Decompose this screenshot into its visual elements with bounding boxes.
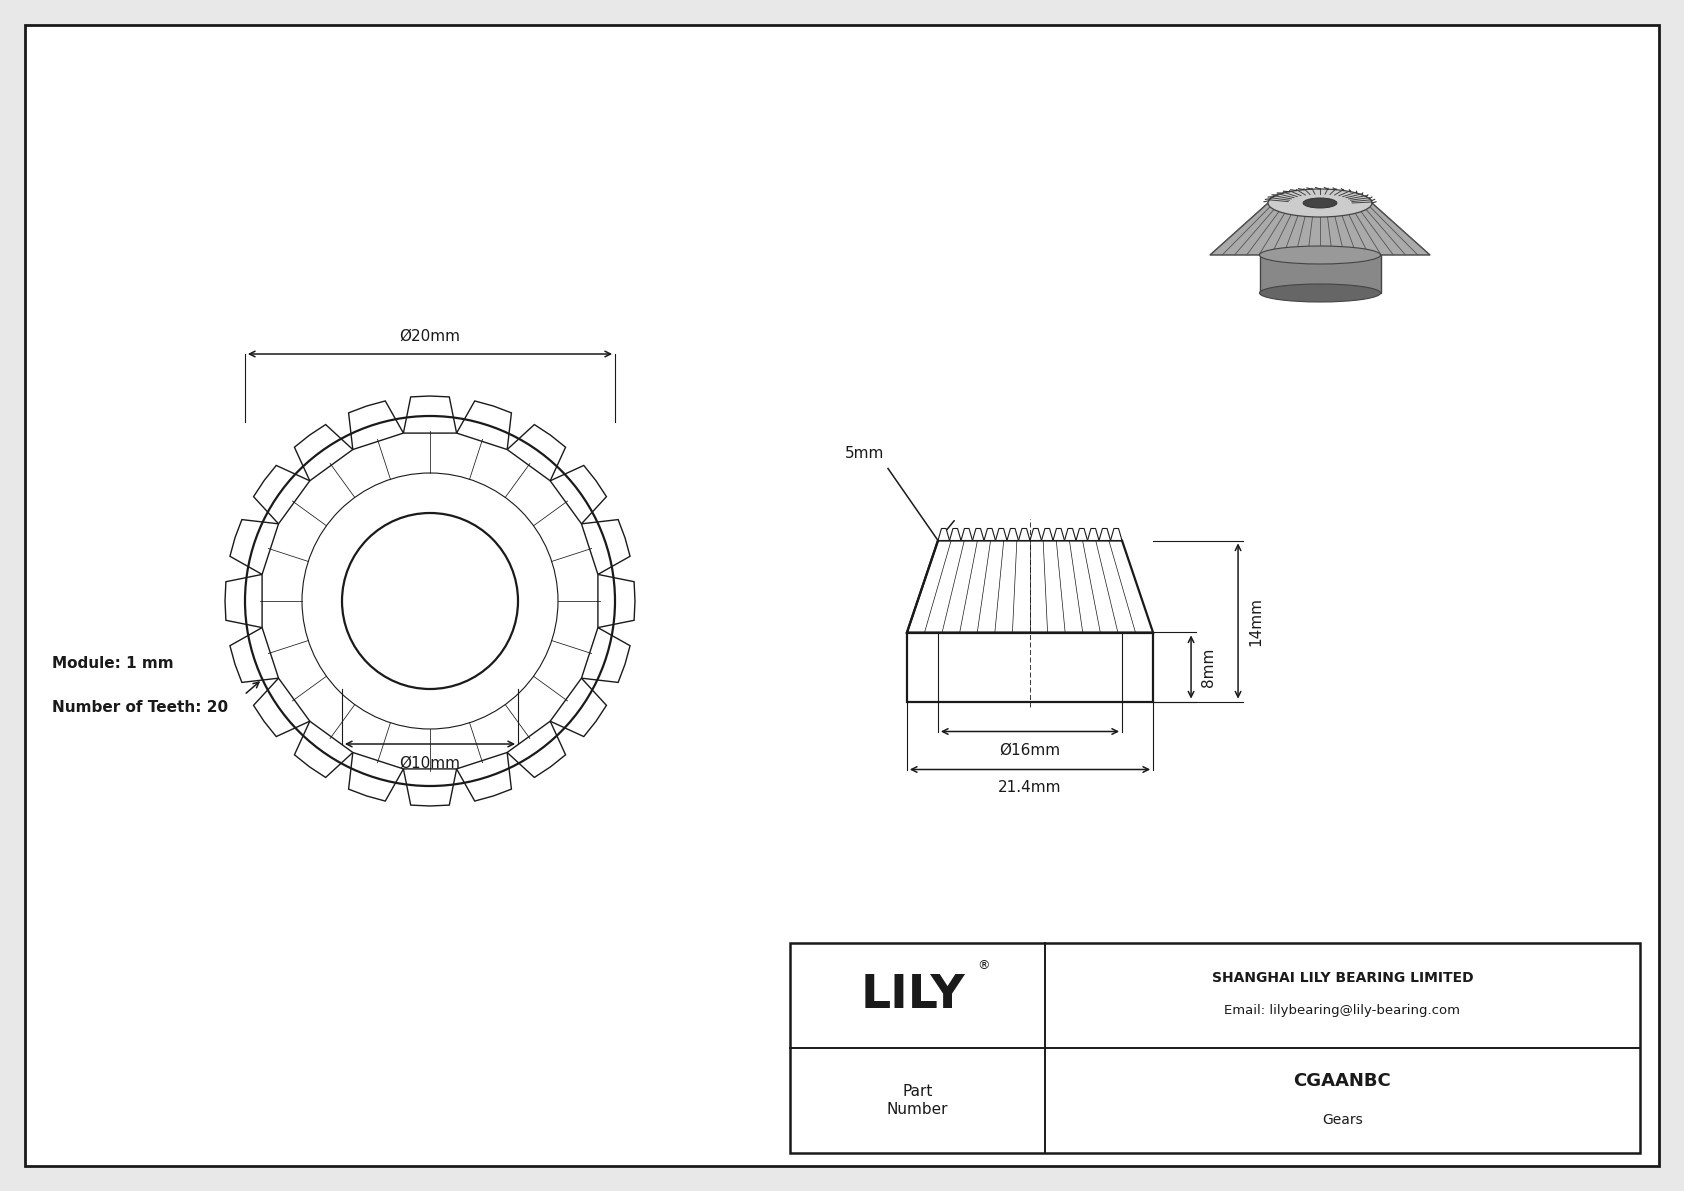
Polygon shape [972, 529, 983, 541]
Polygon shape [507, 722, 566, 778]
Polygon shape [551, 678, 606, 736]
FancyBboxPatch shape [25, 25, 1659, 1166]
Text: 8mm: 8mm [1201, 648, 1216, 687]
Circle shape [226, 395, 635, 806]
Polygon shape [231, 628, 278, 682]
Polygon shape [1019, 529, 1031, 541]
Polygon shape [1260, 255, 1381, 293]
Polygon shape [456, 753, 512, 802]
Text: Number of Teeth: 20: Number of Teeth: 20 [52, 700, 227, 715]
Ellipse shape [1260, 247, 1381, 264]
Polygon shape [295, 722, 354, 778]
Polygon shape [1076, 529, 1088, 541]
Polygon shape [983, 529, 995, 541]
Polygon shape [950, 529, 962, 541]
Polygon shape [404, 395, 456, 434]
Polygon shape [581, 519, 630, 574]
Text: LILY: LILY [861, 973, 965, 1018]
Polygon shape [1007, 529, 1019, 541]
Circle shape [342, 513, 519, 690]
Polygon shape [1110, 529, 1122, 541]
Ellipse shape [1260, 283, 1381, 303]
Polygon shape [908, 541, 1154, 632]
Polygon shape [456, 401, 512, 449]
Polygon shape [507, 424, 566, 481]
Ellipse shape [1303, 198, 1337, 208]
Polygon shape [581, 628, 630, 682]
Polygon shape [1031, 529, 1041, 541]
Polygon shape [1100, 529, 1110, 541]
Polygon shape [404, 769, 456, 806]
Text: CGAANBC: CGAANBC [1293, 1072, 1391, 1090]
Text: SHANGHAI LILY BEARING LIMITED: SHANGHAI LILY BEARING LIMITED [1212, 971, 1474, 985]
Polygon shape [254, 678, 310, 736]
Text: 14mm: 14mm [1248, 597, 1263, 646]
Polygon shape [1088, 529, 1100, 541]
Polygon shape [1064, 529, 1076, 541]
Polygon shape [295, 424, 354, 481]
Polygon shape [995, 529, 1007, 541]
Text: 5mm: 5mm [845, 445, 884, 461]
Bar [790, 943, 1640, 1153]
Polygon shape [1211, 202, 1430, 255]
Polygon shape [349, 753, 404, 802]
Text: Part
Number: Part Number [887, 1084, 948, 1117]
Text: Ø20mm: Ø20mm [399, 329, 460, 344]
Bar [908, 632, 1154, 701]
Text: 21.4mm: 21.4mm [999, 780, 1061, 796]
Polygon shape [1041, 529, 1052, 541]
Polygon shape [938, 529, 950, 541]
Polygon shape [349, 401, 404, 449]
Ellipse shape [1268, 189, 1372, 217]
Polygon shape [226, 574, 263, 628]
Text: Gears: Gears [1322, 1114, 1362, 1128]
Polygon shape [1052, 529, 1064, 541]
Polygon shape [254, 466, 310, 524]
Text: ®: ® [977, 959, 990, 972]
Text: Email: lilybearing@lily-bearing.com: Email: lilybearing@lily-bearing.com [1224, 1004, 1460, 1017]
Polygon shape [598, 574, 635, 628]
Text: Ø10mm: Ø10mm [399, 756, 460, 771]
Text: Module: 1 mm: Module: 1 mm [52, 656, 173, 671]
Polygon shape [962, 529, 972, 541]
Text: Ø16mm: Ø16mm [999, 742, 1061, 757]
Polygon shape [551, 466, 606, 524]
Polygon shape [231, 519, 278, 574]
